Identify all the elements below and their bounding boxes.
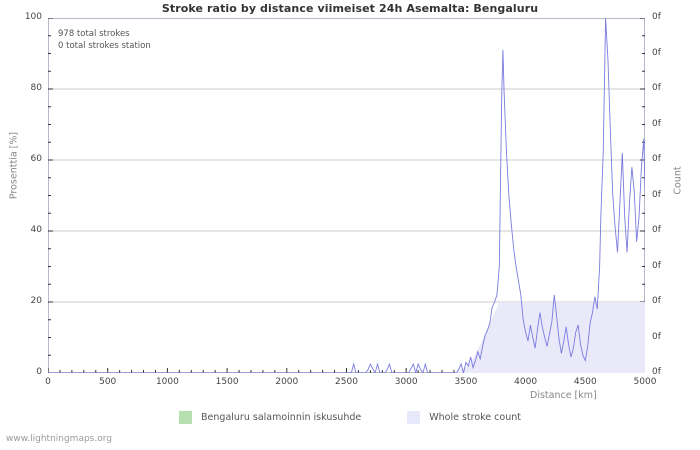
y-tick-label-left: 80 bbox=[30, 83, 42, 93]
line-stroke-ratio bbox=[48, 18, 645, 373]
legend-label: Whole stroke count bbox=[429, 412, 521, 423]
y-tick-label-right: 0f bbox=[652, 260, 661, 271]
y-tick-label-right: 0f bbox=[652, 12, 661, 22]
x-tick-label: 0 bbox=[45, 377, 51, 387]
legend-item-1[interactable]: Whole stroke count bbox=[407, 411, 521, 424]
y-tick-label-right: 0f bbox=[652, 331, 661, 342]
x-tick-label: 500 bbox=[99, 377, 117, 387]
annotation-total-strokes-station: 0 total strokes station bbox=[58, 41, 151, 51]
y-tick-label-left: 60 bbox=[30, 154, 42, 164]
y-tick-label-left: 0 bbox=[36, 367, 42, 377]
x-tick-label: 1500 bbox=[215, 377, 239, 387]
y-tick-label-right: 0f bbox=[652, 296, 661, 306]
y-tick-label-right: 0f bbox=[652, 118, 661, 129]
y-tick-label-left: 100 bbox=[24, 12, 42, 22]
y-tick-label-left: 20 bbox=[30, 296, 42, 306]
legend-label: Bengaluru salamoinnin iskusuhde bbox=[201, 412, 362, 423]
legend-swatch bbox=[179, 411, 193, 424]
y-axis-left-label: Prosenttia [%] bbox=[8, 131, 20, 200]
y-tick-label-right: 0f bbox=[652, 189, 661, 200]
x-tick-label: 3500 bbox=[454, 377, 478, 387]
footer-url: www.lightningmaps.org bbox=[6, 434, 112, 444]
chart-plot-svg bbox=[48, 18, 645, 373]
y-tick-label-right: 0f bbox=[652, 47, 661, 58]
legend-swatch bbox=[407, 411, 421, 424]
annotation-total-strokes: 978 total strokes bbox=[58, 29, 130, 39]
x-tick-label: 4500 bbox=[573, 377, 597, 387]
x-tick-label: 2000 bbox=[275, 377, 299, 387]
area-whole-stroke-count bbox=[48, 302, 645, 373]
x-tick-label: 3000 bbox=[394, 377, 418, 387]
y-tick-label-left: 40 bbox=[30, 225, 42, 235]
y-tick-label-right: 0f bbox=[652, 367, 661, 377]
x-tick-label: 2500 bbox=[335, 377, 358, 387]
y-tick-label-right: 0f bbox=[652, 83, 661, 93]
x-tick-label: 1000 bbox=[155, 377, 179, 387]
legend-item-0[interactable]: Bengaluru salamoinnin iskusuhde bbox=[179, 411, 361, 424]
y-tick-label-right: 0f bbox=[652, 154, 661, 164]
x-axis-label: Distance [km] bbox=[530, 390, 597, 401]
x-tick-label: 5000 bbox=[633, 377, 657, 387]
x-tick-label: 4000 bbox=[514, 377, 538, 387]
y-tick-label-right: 0f bbox=[652, 225, 661, 235]
chart-title: Stroke ratio by distance viimeiset 24h A… bbox=[161, 2, 539, 15]
chart-legend: Bengaluru salamoinnin iskusuhde Whole str… bbox=[0, 411, 700, 424]
